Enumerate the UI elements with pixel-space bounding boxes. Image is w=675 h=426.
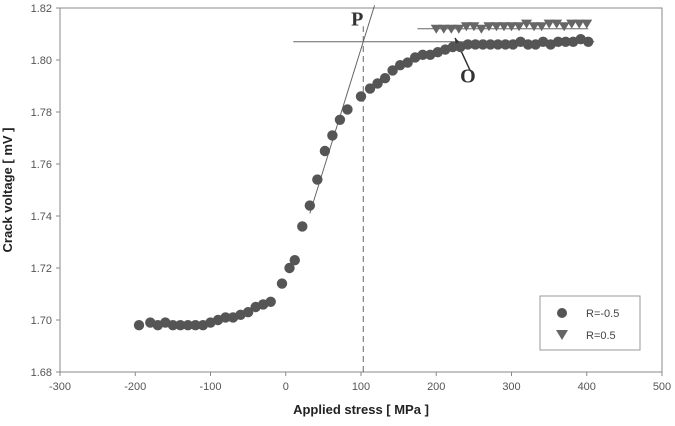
data-point-r-plus-0-5 <box>475 24 487 34</box>
data-point-r-plus-0-5 <box>506 22 517 32</box>
data-point-r-minus-0-5 <box>167 320 179 331</box>
x-tick-label: -200 <box>124 381 146 393</box>
data-point-r-plus-0-5 <box>468 22 480 32</box>
data-point-r-plus-0-5 <box>430 24 442 34</box>
legend-label-r-minus-0-5: R=-0.5 <box>586 308 619 320</box>
data-point-r-minus-0-5 <box>447 41 459 53</box>
y-tick-label: 1.82 <box>31 3 52 15</box>
annotation-o: O <box>460 66 476 88</box>
data-point-r-minus-0-5 <box>297 221 308 232</box>
data-point-r-minus-0-5 <box>319 145 331 157</box>
data-point-r-minus-0-5 <box>492 39 504 50</box>
x-tick-label: -100 <box>199 381 221 393</box>
x-tick-label: 400 <box>578 381 596 393</box>
y-tick-label: 1.74 <box>31 211 52 223</box>
y-tick-label: 1.70 <box>31 315 52 327</box>
data-point-r-plus-0-5 <box>558 22 570 32</box>
x-tick-label: 200 <box>427 381 445 393</box>
data-point-r-minus-0-5 <box>500 39 511 50</box>
x-tick-label: 100 <box>352 381 370 393</box>
data-point-r-minus-0-5 <box>402 57 413 68</box>
data-point-r-minus-0-5 <box>379 73 391 84</box>
x-axis-title: Applied stress [ MPa ] <box>293 402 429 417</box>
data-point-r-minus-0-5 <box>522 39 534 50</box>
x-tick-label: 300 <box>502 381 520 393</box>
data-point-r-minus-0-5 <box>242 307 254 318</box>
data-point-r-minus-0-5 <box>284 262 295 274</box>
data-point-r-minus-0-5 <box>334 114 346 126</box>
x-tick-label: 0 <box>283 381 289 393</box>
annotation-p: P <box>351 8 363 30</box>
data-point-r-minus-0-5 <box>355 91 367 102</box>
y-tick-label: 1.80 <box>31 55 52 67</box>
y-tick-label: 1.72 <box>31 263 52 275</box>
data-point-r-minus-0-5 <box>133 320 145 331</box>
data-point-r-plus-0-5 <box>460 22 472 32</box>
data-point-r-minus-0-5 <box>312 174 323 185</box>
y-tick-label: 1.78 <box>31 107 52 119</box>
data-point-r-plus-0-5 <box>453 24 465 34</box>
data-point-r-plus-0-5 <box>543 19 555 29</box>
data-point-r-minus-0-5 <box>387 65 398 76</box>
y-axis-ticks: 1.68 1.70 1.72 1.74 1.76 1.78 1.80 1.82 <box>31 3 60 379</box>
data-point-r-minus-0-5 <box>485 39 496 50</box>
data-point-r-minus-0-5 <box>342 104 353 115</box>
data-point-r-minus-0-5 <box>372 78 383 89</box>
data-point-r-plus-0-5 <box>513 22 525 32</box>
data-point-r-minus-0-5 <box>560 36 571 47</box>
data-point-r-minus-0-5 <box>304 200 316 211</box>
data-point-r-minus-0-5 <box>583 36 594 47</box>
data-point-r-plus-0-5 <box>573 19 585 29</box>
data-point-r-plus-0-5 <box>483 22 495 32</box>
data-point-r-plus-0-5 <box>536 22 548 32</box>
data-point-r-minus-0-5 <box>327 130 338 141</box>
data-point-r-minus-0-5 <box>289 255 300 266</box>
data-point-r-plus-0-5 <box>438 24 450 34</box>
legend-marker-r-plus-0-5 <box>556 330 568 340</box>
x-tick-label: -300 <box>49 381 71 393</box>
data-point-r-plus-0-5 <box>498 22 510 32</box>
data-point-r-minus-0-5 <box>417 49 428 60</box>
data-point-r-plus-0-5 <box>551 19 563 29</box>
y-axis-title: Crack voltage [ mV ] <box>0 128 15 253</box>
legend-marker-r-minus-0-5 <box>557 308 567 318</box>
data-point-r-minus-0-5 <box>477 39 489 50</box>
annotations: PO <box>351 8 476 87</box>
data-point-r-minus-0-5 <box>175 320 186 331</box>
data-point-r-plus-0-5 <box>490 22 502 32</box>
y-tick-label: 1.76 <box>31 159 52 171</box>
x-tick-label: 500 <box>653 381 671 393</box>
data-point-r-minus-0-5 <box>462 39 474 50</box>
data-point-r-minus-0-5 <box>190 320 201 331</box>
series-r-plus-0-5 <box>430 19 593 34</box>
series-r-minus-0-5 <box>133 34 594 331</box>
data-point-r-minus-0-5 <box>182 320 194 331</box>
data-point-r-plus-0-5 <box>566 19 578 29</box>
data-point-r-plus-0-5 <box>581 19 593 29</box>
data-point-r-minus-0-5 <box>220 312 231 323</box>
data-point-r-plus-0-5 <box>445 24 457 34</box>
x-axis-ticks: -300 -200 -100 0 100 200 300 400 500 <box>49 372 671 393</box>
legend-box <box>539 295 641 351</box>
data-point-r-plus-0-5 <box>528 22 540 32</box>
data-point-r-plus-0-5 <box>521 19 533 29</box>
y-tick-label: 1.68 <box>31 367 52 379</box>
legend-label-r-plus-0-5: R=0.5 <box>586 330 616 342</box>
data-point-r-minus-0-5 <box>470 39 481 50</box>
legend: R=-0.5 R=0.5 <box>539 295 641 351</box>
data-point-r-minus-0-5 <box>265 296 276 307</box>
data-point-r-minus-0-5 <box>276 278 288 289</box>
data-point-r-minus-0-5 <box>552 36 564 47</box>
data-point-r-minus-0-5 <box>364 83 376 94</box>
